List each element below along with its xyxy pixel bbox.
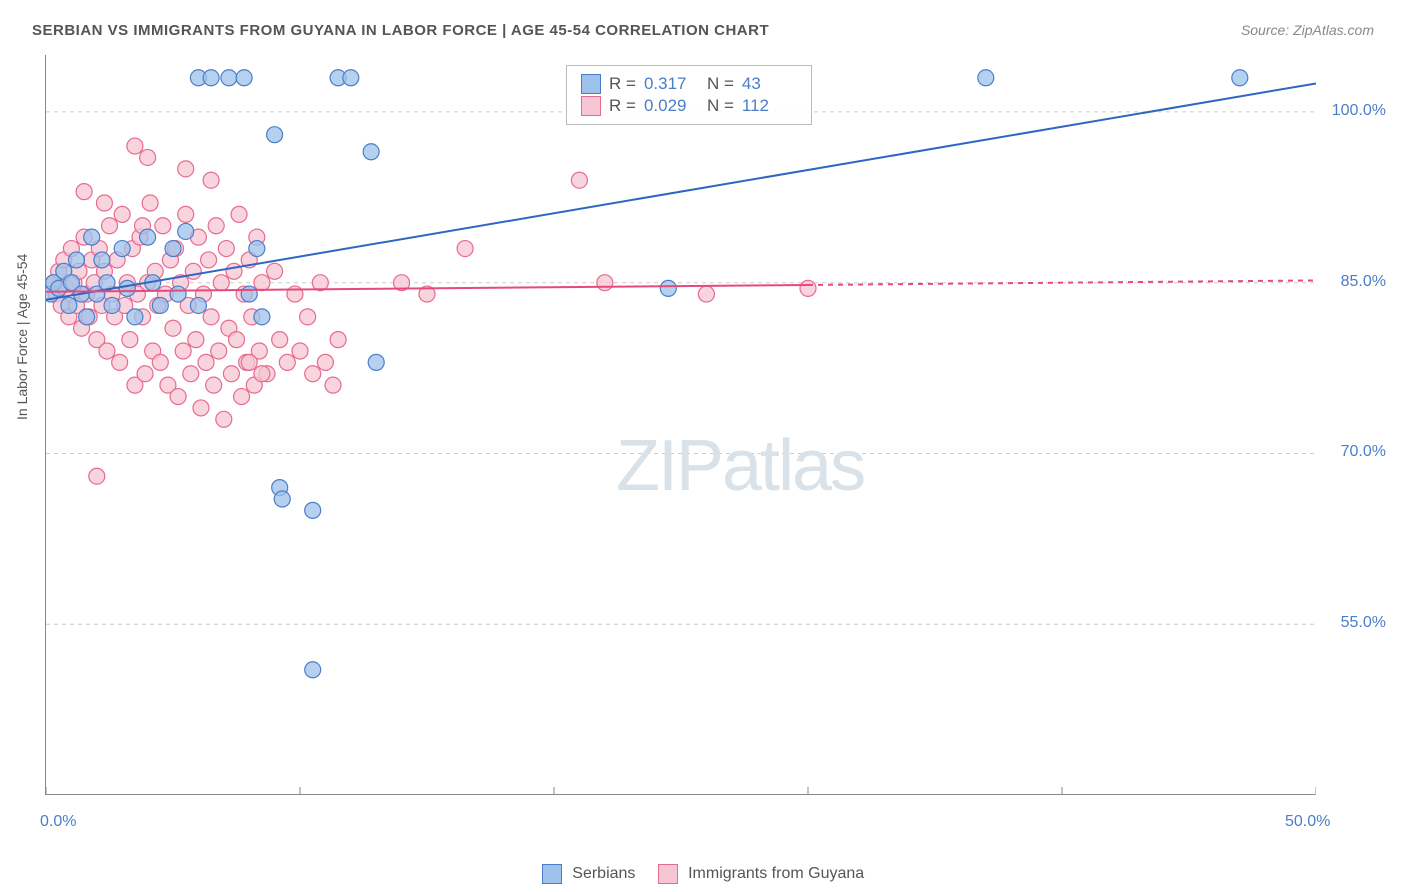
y-tick-label: 85.0% bbox=[1341, 273, 1386, 291]
r-label: R = bbox=[609, 74, 636, 94]
plot-area: ZIPatlas R = 0.317 N = 43 R = 0.029 N = … bbox=[45, 55, 1315, 795]
y-tick-label: 100.0% bbox=[1332, 102, 1386, 120]
chart-svg bbox=[46, 55, 1316, 795]
legend-swatch-2 bbox=[658, 864, 678, 884]
corr-row-2: R = 0.029 N = 112 bbox=[581, 96, 797, 116]
swatch-series-2 bbox=[581, 96, 601, 116]
source-label: Source: ZipAtlas.com bbox=[1241, 22, 1374, 38]
n-label: N = bbox=[707, 74, 734, 94]
chart-title: SERBIAN VS IMMIGRANTS FROM GUYANA IN LAB… bbox=[32, 22, 769, 39]
y-tick-label: 70.0% bbox=[1341, 443, 1386, 461]
correlation-box: R = 0.317 N = 43 R = 0.029 N = 112 bbox=[566, 65, 812, 125]
x-tick-label: 50.0% bbox=[1285, 813, 1330, 831]
legend-swatch-1 bbox=[542, 864, 562, 884]
corr-row-1: R = 0.317 N = 43 bbox=[581, 74, 797, 94]
y-axis-label: In Labor Force | Age 45-54 bbox=[14, 254, 30, 420]
x-tick-label: 0.0% bbox=[40, 813, 76, 831]
n-value-2: 112 bbox=[742, 96, 797, 116]
legend-label-1: Serbians bbox=[572, 865, 635, 882]
n-value-1: 43 bbox=[742, 74, 797, 94]
n-label: N = bbox=[707, 96, 734, 116]
r-value-1: 0.317 bbox=[644, 74, 699, 94]
legend-label-2: Immigrants from Guyana bbox=[688, 865, 864, 882]
bottom-legend: Serbians Immigrants from Guyana bbox=[0, 864, 1406, 884]
r-value-2: 0.029 bbox=[644, 96, 699, 116]
r-label: R = bbox=[609, 96, 636, 116]
swatch-series-1 bbox=[581, 74, 601, 94]
y-tick-label: 55.0% bbox=[1341, 614, 1386, 632]
